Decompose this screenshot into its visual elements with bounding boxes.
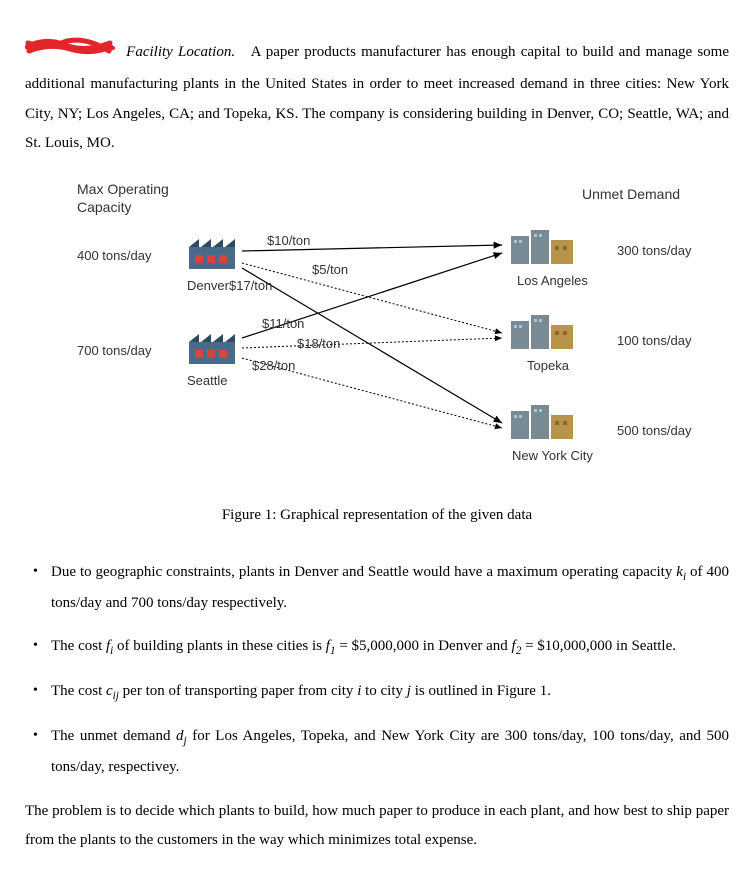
edge-denver-nyc xyxy=(242,268,502,423)
denver-capacity: 400 tons/day xyxy=(77,243,151,268)
intro-text: A paper products manufacturer has enough… xyxy=(25,44,729,151)
denver-label: Denver xyxy=(187,273,229,298)
topeka-city-icon xyxy=(507,313,577,351)
scribble-svg xyxy=(25,35,115,59)
nyc-demand: 500 tons/day xyxy=(617,418,691,443)
cost-denver-topeka: $5/ton xyxy=(312,257,348,282)
bullet-3: The cost cij per ton of transporting pap… xyxy=(25,677,729,708)
intro-paragraph: Facility Location. A paper products manu… xyxy=(25,35,729,158)
cost-seattle-topeka: $18/ton xyxy=(297,331,340,356)
redaction-scribble xyxy=(25,35,115,70)
closing-paragraph: The problem is to decide which plants to… xyxy=(25,797,729,856)
la-city-icon xyxy=(507,228,577,266)
figure-caption: Figure 1: Graphical representation of th… xyxy=(25,501,729,530)
cost-denver-la: $10/ton xyxy=(267,228,310,253)
edges-svg xyxy=(37,173,717,493)
seattle-label: Seattle xyxy=(187,368,227,393)
la-demand: 300 tons/day xyxy=(617,238,691,263)
bullet-list: Due to geographic constraints, plants in… xyxy=(25,558,729,782)
section-title: Facility Location. xyxy=(126,44,235,60)
bullet-1: Due to geographic constraints, plants in… xyxy=(25,558,729,618)
diagram: Max OperatingCapacity Unmet Demand $10/t… xyxy=(37,173,717,493)
cost-seattle-nyc: $28/ton xyxy=(252,353,295,378)
topeka-label: Topeka xyxy=(527,353,569,378)
seattle-factory-icon xyxy=(187,328,237,366)
cost-denver-nyc: $17/ton xyxy=(229,273,272,298)
seattle-capacity: 700 tons/day xyxy=(77,338,151,363)
edge-seattle-topeka xyxy=(242,338,502,348)
denver-factory-icon xyxy=(187,233,237,271)
la-label: Los Angeles xyxy=(517,268,588,293)
nyc-label: New York City xyxy=(512,443,593,468)
topeka-demand: 100 tons/day xyxy=(617,328,691,353)
bullet-2: The cost fi of building plants in these … xyxy=(25,632,729,663)
bullet-4: The unmet demand dj for Los Angeles, Top… xyxy=(25,722,729,782)
nyc-city-icon xyxy=(507,403,577,441)
